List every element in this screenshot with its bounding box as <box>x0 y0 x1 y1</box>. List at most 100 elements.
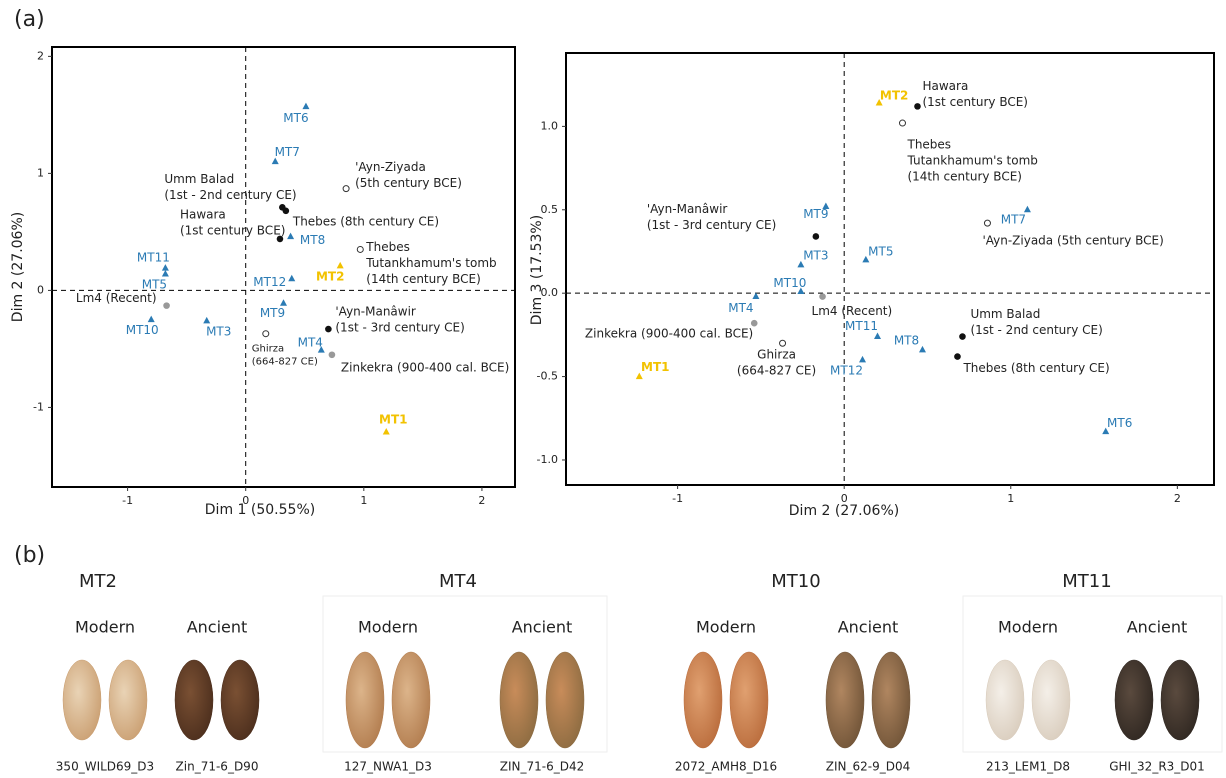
x-tick-label: 1 <box>360 494 367 507</box>
marker <box>329 351 336 358</box>
point-label: (1st - 2nd century CE) <box>970 323 1102 337</box>
point-label: MT8 <box>300 233 325 247</box>
point-label: (1st - 3rd century CE) <box>647 218 776 232</box>
point-label: MT5 <box>868 244 893 258</box>
marker <box>263 331 269 337</box>
y-tick-label: 0.5 <box>541 203 559 216</box>
y-tick-label: 1.0 <box>541 119 559 132</box>
marker <box>357 246 363 252</box>
point-label: MT4 <box>298 336 323 350</box>
point-label: (664-827 CE) <box>737 364 816 378</box>
point-label: MT2 <box>316 269 344 283</box>
point-label: Hawara <box>180 207 226 221</box>
group-label: Ancient <box>838 618 899 637</box>
marker <box>288 275 295 282</box>
point-label: MT2 <box>880 89 908 103</box>
marker <box>162 270 169 277</box>
point-label: Ghirza <box>252 344 284 355</box>
sample-id: Zin_71-6_D90 <box>176 760 259 774</box>
marker <box>899 120 905 126</box>
point-label: MT5 <box>142 278 167 292</box>
point-label: MT9 <box>260 306 285 320</box>
group-label: Ancient <box>1127 618 1188 637</box>
marker <box>163 302 170 309</box>
y-tick-label: 2 <box>37 49 44 62</box>
marker <box>162 264 169 271</box>
group-label: Modern <box>358 618 418 637</box>
marker <box>203 317 210 324</box>
point-label: Hawara <box>922 79 968 93</box>
point-label: 'Ayn-Manâwir <box>335 305 416 319</box>
point-label: Lm4 (Recent) <box>812 304 893 318</box>
seed-image <box>684 652 722 748</box>
point-label: MT3 <box>206 324 231 338</box>
point-label: Lm4 (Recent) <box>76 291 157 305</box>
seed-image <box>546 652 584 748</box>
x-tick-label: -1 <box>122 494 133 507</box>
point-label: Zinkekra (900-400 cal. BCE) <box>585 327 753 341</box>
point-label: MT11 <box>845 319 878 333</box>
point-label: Thebes <box>906 138 951 152</box>
x-tick-label: 2 <box>1174 492 1181 505</box>
point-label: (14th century BCE) <box>907 170 1022 184</box>
point-label: Tutankhamum's tomb <box>365 256 496 270</box>
y-tick-label: -1.0 <box>537 453 558 466</box>
seed-image <box>826 652 864 748</box>
marker <box>302 103 309 110</box>
sample-id: 213_LEM1_D8 <box>986 760 1070 774</box>
figure: (a) (b) -1012-1012Dim 1 (50.55%)Dim 2 (2… <box>0 0 1226 778</box>
seed-image <box>221 660 259 740</box>
point-label: (14th century BCE) <box>366 272 481 286</box>
point-label: MT10 <box>126 323 159 337</box>
group-label: Ancient <box>187 618 248 637</box>
seed-image <box>175 660 213 740</box>
marker <box>283 208 290 215</box>
point-label: MT12 <box>253 275 286 289</box>
sample-id: GHI_32_R3_D01 <box>1109 760 1205 774</box>
y-tick-label: 0 <box>37 283 44 296</box>
marker <box>287 233 294 240</box>
point-label: MT9 <box>803 207 828 221</box>
group-label: Modern <box>696 618 756 637</box>
point-label: MT7 <box>275 145 300 159</box>
group-label: Modern <box>75 618 135 637</box>
seed-image <box>1115 660 1153 740</box>
point-label: MT3 <box>803 248 828 262</box>
point-label: Thebes <box>365 240 410 254</box>
marker <box>343 186 349 192</box>
panel-title: MT11 <box>1062 571 1111 592</box>
marker <box>148 316 155 323</box>
panel-label: (a) <box>14 7 45 32</box>
y-tick-label: -1 <box>33 400 44 413</box>
sample-id: 350_WILD69_D3 <box>56 760 154 774</box>
marker <box>874 333 881 340</box>
sample-id: 127_NWA1_D3 <box>344 760 432 774</box>
point-label: Umm Balad <box>164 172 234 186</box>
sample-id: 2072_AMH8_D16 <box>675 760 777 774</box>
point-label: (664-827 CE) <box>252 357 318 368</box>
marker <box>751 320 758 327</box>
point-label: (1st century BCE) <box>922 95 1028 109</box>
x-axis-title: Dim 1 (50.55%) <box>205 502 315 518</box>
sample-id: ZIN_62-9_D04 <box>826 760 910 774</box>
point-label: MT7 <box>1001 212 1026 226</box>
marker <box>819 293 826 300</box>
seed-image <box>346 652 384 748</box>
point-label: MT10 <box>773 276 806 290</box>
panel-title: MT10 <box>771 571 820 592</box>
seed-image <box>109 660 147 740</box>
point-label: (1st - 2nd century CE) <box>164 188 296 202</box>
seed-image <box>1032 660 1070 740</box>
marker <box>859 356 866 363</box>
sample-id: ZIN_71-6_D42 <box>500 760 584 774</box>
panel-title: MT2 <box>79 571 117 592</box>
seed-image <box>1161 660 1199 740</box>
marker <box>919 346 926 353</box>
x-tick-label: 2 <box>478 494 485 507</box>
point-label: MT6 <box>1107 416 1132 430</box>
point-label: MT8 <box>894 333 919 347</box>
point-label: Ghirza <box>757 348 796 362</box>
panel-title: MT4 <box>439 571 477 592</box>
point-label: 'Ayn-Manâwir <box>647 202 728 216</box>
marker <box>813 233 820 240</box>
